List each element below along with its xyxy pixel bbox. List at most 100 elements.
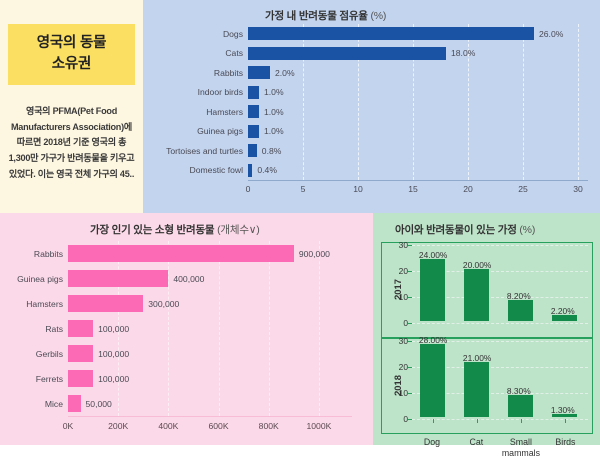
year-subplot: 2018 0 10 20 30 28.00% 21.00% 8.30% 1.30% xyxy=(381,335,593,434)
x-tick-label: 10 xyxy=(353,184,363,194)
y-tick-mark xyxy=(408,323,412,324)
bar-row: Rats 100,000 xyxy=(0,320,373,337)
bar-value-label: 8.20% xyxy=(506,290,531,301)
kids-pets-chart-title: 아이와 반려동물이 있는 가정 (%) xyxy=(395,222,535,237)
x-tick-label: 20 xyxy=(463,184,473,194)
x-tick-label: 5 xyxy=(300,184,306,194)
x-category-label: Birds xyxy=(555,437,575,448)
bar-row: Ferrets 100,000 xyxy=(0,370,373,387)
bar xyxy=(463,362,490,417)
bar-category-label: Dogs xyxy=(222,28,243,39)
bar xyxy=(248,124,259,138)
bar-row: Guinea pigs 400,000 xyxy=(0,270,373,287)
page-title-line-2: 소유권 xyxy=(51,56,92,73)
bar-row: Hamsters 300,000 xyxy=(0,295,373,312)
bar-value-label: 24.00% xyxy=(418,249,448,260)
y-tick-mark xyxy=(408,367,412,368)
x-tick-label: 15 xyxy=(408,184,418,194)
y-tick-mark xyxy=(408,245,412,246)
small-pets-chart: Rabbits 900,000 Guinea pigs 400,000 Hamsters… xyxy=(0,213,373,445)
bar xyxy=(248,66,270,80)
y-tick-label: 30 xyxy=(398,336,408,346)
x-category-label-line: Cat xyxy=(469,437,484,447)
gridline xyxy=(303,24,304,180)
x-tick-label: 30 xyxy=(573,184,583,194)
y-tick-mark xyxy=(408,341,412,342)
bar-category-label: Guinea pigs xyxy=(17,273,63,284)
x-axis-line xyxy=(248,180,588,181)
gridline xyxy=(218,241,220,416)
gridline xyxy=(412,245,588,246)
bar-row: Dogs 26.0% xyxy=(143,27,600,41)
gridline xyxy=(412,367,588,368)
bar-row: Gerbils 100,000 xyxy=(0,345,373,362)
bar xyxy=(248,144,257,158)
bar-value-label: 1.30% xyxy=(550,404,575,415)
plot-area: 0 10 20 30 28.00% 21.00% 8.30% 1.30% xyxy=(399,335,588,424)
bar-value-label: 28.00% xyxy=(418,335,448,346)
gridline xyxy=(412,341,588,342)
bar-value-label: 1.0% xyxy=(264,106,284,117)
bar xyxy=(248,163,253,177)
bar-category-label: Cats xyxy=(225,48,243,59)
x-category-label: Small mammals xyxy=(502,437,540,458)
x-category-label-line: Birds xyxy=(555,437,576,447)
gridline xyxy=(318,241,320,416)
bar-row: Rabbits 2.0% xyxy=(143,66,600,80)
bar-value-label: 0.4% xyxy=(257,165,277,176)
bar xyxy=(419,344,446,417)
pet-share-chart: Dogs 26.0% Cats 18.0% Rabbits 2.0% Indoor bird… xyxy=(143,0,600,213)
gridline xyxy=(412,297,588,298)
pet-share-panel: 가정 내 반려동물 점유율 (%) Dogs 26.0% Cats 18.0% Rabb… xyxy=(143,0,600,213)
y-tick-mark xyxy=(408,297,412,298)
x-axis-line xyxy=(68,416,352,417)
bar-value-label: 2.20% xyxy=(550,306,575,317)
y-tick-label: 0 xyxy=(403,318,408,328)
pet-share-title-text: 가정 내 반려동물 점유율 xyxy=(265,10,368,22)
x-tick-label: 200K xyxy=(108,421,129,431)
bar-value-label: 26.0% xyxy=(539,28,564,39)
bar-value-label: 18.0% xyxy=(451,48,476,59)
bar-category-label: Indoor birds xyxy=(197,87,243,98)
y-tick-label: 30 xyxy=(398,240,408,250)
bar-value-label: 100,000 xyxy=(98,323,130,334)
y-tick-label: 0 xyxy=(403,414,408,424)
y-tick-label: 20 xyxy=(398,266,408,276)
bar-row: Guinea pigs 1.0% xyxy=(143,124,600,138)
x-category-label-line: Dog xyxy=(423,437,440,447)
bar-row: Mice 50,000 xyxy=(0,395,373,412)
bar-value-label: 50,000 xyxy=(85,398,112,409)
gridline xyxy=(578,24,579,180)
bar-value-label: 100,000 xyxy=(98,373,130,384)
gridline xyxy=(412,419,588,420)
gridline xyxy=(358,24,359,180)
intro-body-text: 영국의 PFMA(Pet Food Manufacturers Associat… xyxy=(8,106,135,179)
bar-category-label: Guinea pigs xyxy=(197,126,243,137)
pet-share-title-unit: (%) xyxy=(370,10,387,22)
gridline xyxy=(412,323,588,324)
bar xyxy=(248,105,259,119)
bar-row: Rabbits 900,000 xyxy=(0,245,373,262)
bar xyxy=(507,395,534,417)
gridline xyxy=(412,393,588,394)
x-category-label: Dog xyxy=(424,437,440,448)
y-tick-label: 10 xyxy=(398,388,408,398)
bar-value-label: 100,000 xyxy=(98,348,130,359)
kids-pets-title-text: 아이와 반려동물이 있는 가정 xyxy=(395,224,517,236)
bar xyxy=(551,315,578,321)
y-tick-label: 20 xyxy=(398,362,408,372)
x-tick-mark xyxy=(476,419,478,423)
bar-value-label: 300,000 xyxy=(148,298,180,309)
x-tick-label: 0K xyxy=(62,421,74,431)
x-tick-label: 1000K xyxy=(306,421,332,431)
bar-value-label: 1.0% xyxy=(264,87,284,98)
bar xyxy=(463,269,490,321)
pet-share-chart-title: 가정 내 반려동물 점유율 (%) xyxy=(265,8,386,23)
bar-category-label: Rats xyxy=(45,323,63,334)
y-tick-label: 10 xyxy=(398,292,408,302)
bar xyxy=(68,345,94,362)
page-title: 영국의 동물 소유권 xyxy=(8,24,135,86)
small-pets-title-unit: (개체수∨) xyxy=(217,224,260,236)
gridline xyxy=(268,241,270,416)
